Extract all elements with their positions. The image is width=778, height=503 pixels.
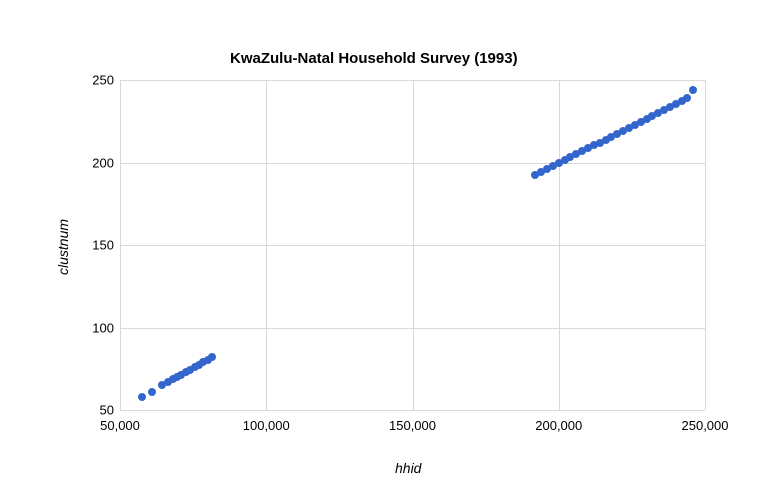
x-tick-label: 150,000 [389, 418, 436, 433]
y-gridline [120, 328, 705, 329]
x-gridline [705, 80, 706, 410]
scatter-point [148, 388, 156, 396]
x-axis-label: hhid [395, 460, 421, 476]
plot-area [120, 80, 705, 410]
x-tick-label: 250,000 [682, 418, 729, 433]
y-axis-label: clustnum [55, 219, 71, 275]
y-tick-label: 50 [80, 403, 114, 418]
y-tick-label: 100 [80, 320, 114, 335]
scatter-point [683, 94, 691, 102]
y-gridline [120, 80, 705, 81]
y-gridline [120, 245, 705, 246]
x-tick-label: 200,000 [535, 418, 582, 433]
x-tick-label: 50,000 [100, 418, 140, 433]
y-tick-label: 150 [80, 238, 114, 253]
x-tick-label: 100,000 [243, 418, 290, 433]
y-tick-label: 200 [80, 155, 114, 170]
y-gridline [120, 163, 705, 164]
y-tick-label: 250 [80, 73, 114, 88]
scatter-point [138, 393, 146, 401]
scatter-point [208, 353, 216, 361]
y-gridline [120, 410, 705, 411]
scatter-point [689, 86, 697, 94]
chart-title: KwaZulu-Natal Household Survey (1993) [230, 50, 518, 67]
